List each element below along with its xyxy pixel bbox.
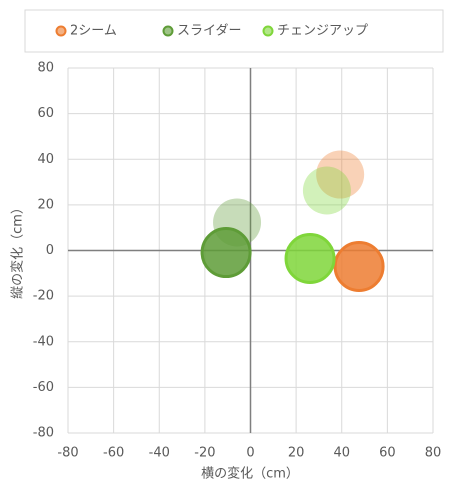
x-tick-label: 60 [379,446,396,461]
x-tick-label: -60 [103,446,124,461]
legend-label: チェンジアップ [277,24,368,39]
bubble [284,232,336,284]
x-tick-label: 0 [246,446,254,461]
bubble [333,240,385,292]
y-tick-label: -20 [33,289,54,304]
y-tick-label: 20 [37,197,54,212]
y-axis-title: 縦の変化（cm） [10,201,26,299]
y-tick-label: 80 [37,61,54,76]
x-tick-label: -40 [149,446,170,461]
legend-label: 2シーム [70,24,117,39]
legend-marker [55,25,67,37]
legend-marker [262,25,274,37]
y-tick-label: 60 [37,106,54,121]
bubble [200,227,252,279]
legend-box [24,9,444,53]
x-tick-label: -80 [57,446,78,461]
x-axis-title: 横の変化（cm） [201,466,299,482]
y-tick-label: 40 [37,152,54,167]
x-tick-label: 20 [288,446,305,461]
y-tick-label: -40 [33,334,54,349]
x-tick-label: -20 [194,446,215,461]
legend-marker [162,25,174,37]
bubble [316,150,365,199]
y-tick-label: -60 [33,380,54,395]
y-tick-label: 0 [46,243,54,258]
bubble [302,166,351,215]
legend-label: スライダー [177,24,241,39]
x-tick-label: 80 [425,446,442,461]
y-tick-label: -80 [33,426,54,441]
x-tick-label: 40 [333,446,350,461]
